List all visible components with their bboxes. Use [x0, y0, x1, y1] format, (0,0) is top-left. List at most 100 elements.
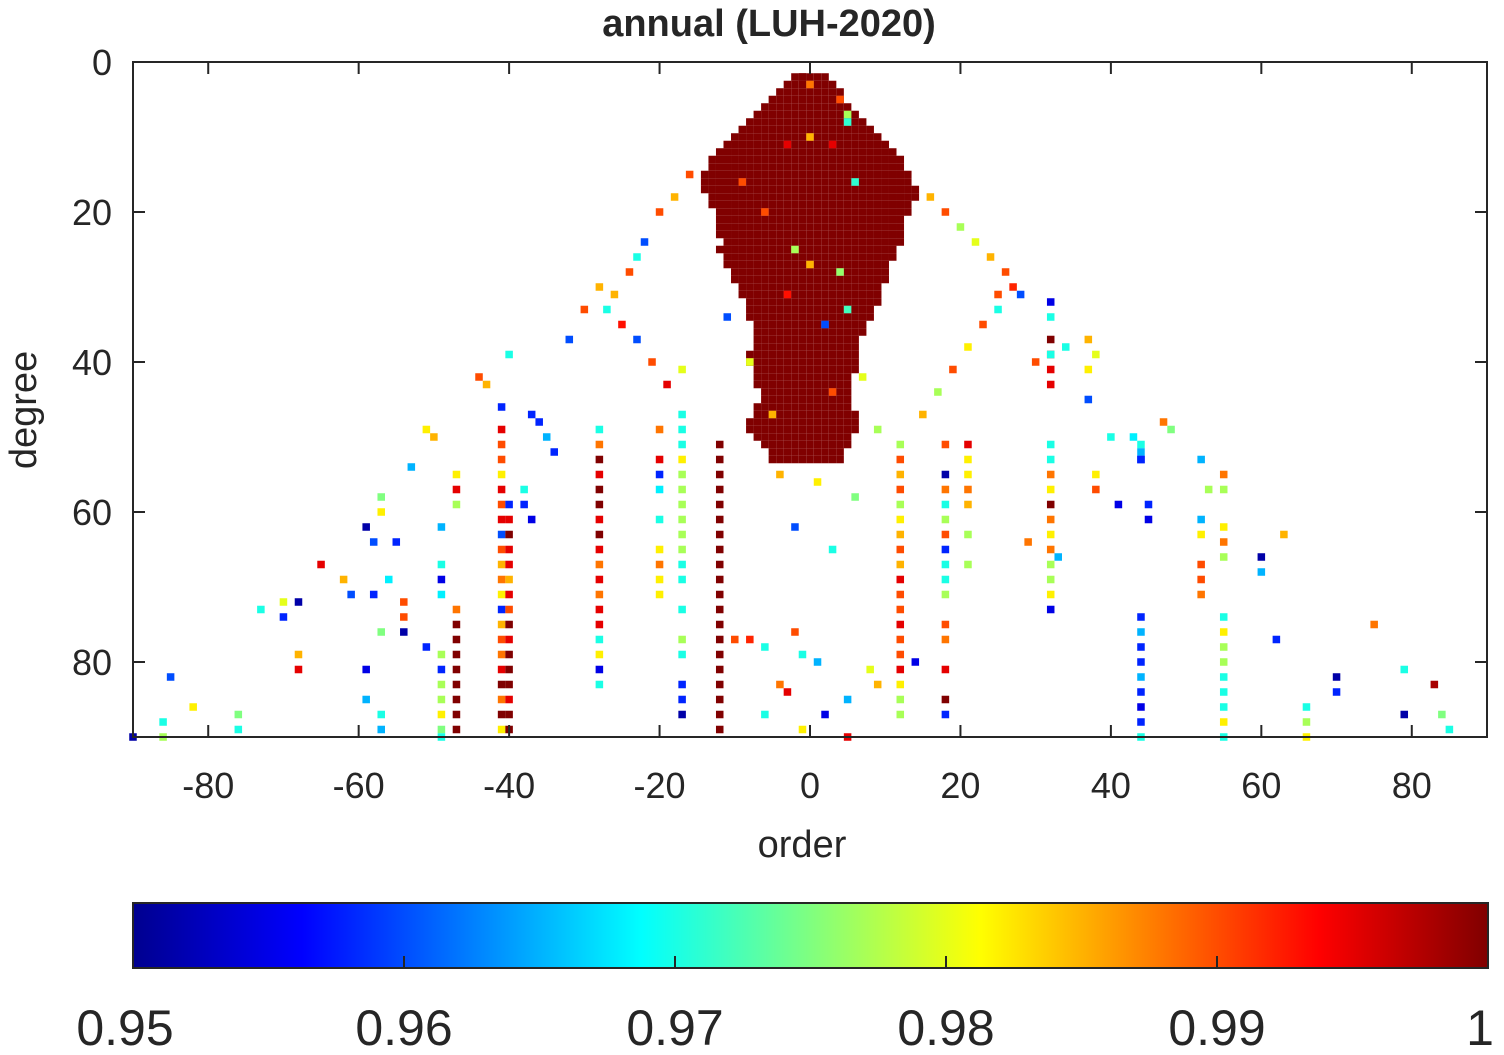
- heatmap-cell: [437, 560, 446, 569]
- heatmap-cell: [746, 193, 754, 201]
- heatmap-cell: [828, 185, 837, 194]
- heatmap-cell: [791, 313, 799, 321]
- heatmap-cell: [851, 170, 859, 179]
- heatmap-cell: [783, 103, 792, 111]
- heatmap-cell: [836, 178, 844, 186]
- heatmap-cell: [858, 238, 867, 246]
- heatmap-cell: [813, 448, 822, 456]
- heatmap-cell: [941, 208, 950, 216]
- heatmap-cell: [723, 245, 732, 254]
- heatmap-cell: [1046, 470, 1055, 479]
- heatmap-cell: [866, 125, 874, 134]
- heatmap-cell: [798, 178, 807, 186]
- heatmap-cell: [806, 80, 814, 89]
- heatmap-cell: [851, 358, 859, 366]
- heatmap-cell: [768, 275, 777, 284]
- heatmap-cell: [813, 478, 822, 486]
- heatmap-cell: [791, 268, 799, 276]
- heatmap-cell: [798, 403, 807, 411]
- heatmap-cell: [798, 388, 807, 396]
- heatmap-cell: [866, 148, 874, 156]
- heatmap-cell: [851, 193, 859, 201]
- heatmap-cell: [873, 155, 882, 164]
- heatmap-cell: [806, 328, 814, 336]
- heatmap-cell: [715, 590, 724, 599]
- x-tick-label: -40: [483, 765, 535, 806]
- heatmap-cell: [881, 140, 889, 149]
- heatmap-cell: [813, 133, 822, 141]
- heatmap-cell: [828, 448, 837, 456]
- heatmap-cell: [783, 275, 792, 284]
- heatmap-cell: [828, 260, 837, 269]
- x-tick-label: -20: [634, 765, 686, 806]
- heatmap-cell: [806, 343, 814, 351]
- heatmap-cell: [798, 193, 807, 201]
- heatmap-cell: [369, 590, 378, 599]
- heatmap-cell: [821, 95, 829, 104]
- heatmap-cell: [888, 223, 897, 231]
- heatmap-cell: [731, 253, 739, 261]
- heatmap-cell: [828, 395, 837, 404]
- heatmap-cell: [1009, 283, 1017, 291]
- heatmap-cell: [753, 208, 762, 216]
- heatmap-cell: [821, 215, 829, 224]
- heatmap-cell: [791, 328, 799, 336]
- heatmap-cell: [685, 170, 694, 179]
- heatmap-cell: [497, 725, 506, 734]
- heatmap-cell: [813, 238, 822, 246]
- heatmap-cell: [821, 388, 829, 396]
- heatmap-cell: [761, 253, 769, 261]
- heatmap-cell: [866, 133, 874, 141]
- heatmap-cell: [723, 260, 732, 269]
- heatmap-cell: [791, 455, 799, 464]
- heatmap-cell: [836, 350, 844, 359]
- heatmap-cell: [806, 253, 814, 261]
- heatmap-cell: [1204, 485, 1213, 494]
- heatmap-cell: [776, 403, 784, 411]
- heatmap-cell: [813, 170, 822, 179]
- heatmap-cell: [791, 283, 799, 291]
- heatmap-cell: [873, 133, 882, 141]
- heatmap-cell: [964, 455, 972, 464]
- heatmap-cell: [813, 380, 822, 389]
- heatmap-cell: [738, 238, 747, 246]
- heatmap-cell: [843, 350, 852, 359]
- heatmap-cell: [806, 395, 814, 404]
- heatmap-cell: [678, 650, 686, 659]
- heatmap-cell: [257, 605, 265, 614]
- heatmap-cell: [843, 260, 852, 269]
- heatmap-cell: [873, 290, 882, 299]
- heatmap-cell: [791, 178, 799, 186]
- heatmap-cell: [798, 140, 807, 149]
- heatmap-cell: [843, 305, 852, 314]
- heatmap-cell: [836, 253, 844, 261]
- heatmap-cell: [828, 403, 837, 411]
- heatmap-cell: [866, 275, 874, 284]
- heatmap-cell: [828, 343, 837, 351]
- heatmap-cell: [843, 178, 852, 186]
- heatmap-cell: [828, 358, 837, 366]
- heatmap-cell: [843, 245, 852, 254]
- heatmap-cell: [843, 290, 852, 299]
- heatmap-cell: [843, 283, 852, 291]
- heatmap-cell: [437, 680, 446, 689]
- heatmap-cell: [888, 215, 897, 224]
- heatmap-cell: [836, 103, 844, 111]
- heatmap-cell: [843, 298, 852, 306]
- heatmap-cell: [843, 148, 852, 156]
- heatmap-cell: [821, 253, 829, 261]
- heatmap-cell: [497, 455, 506, 464]
- heatmap-cell: [715, 148, 724, 156]
- heatmap-cell: [746, 125, 754, 134]
- heatmap-cell: [806, 178, 814, 186]
- heatmap-cell: [738, 163, 747, 171]
- heatmap-cell: [896, 440, 905, 449]
- heatmap-cell: [828, 418, 837, 426]
- heatmap-cell: [836, 200, 844, 209]
- heatmap-cell: [881, 163, 889, 171]
- heatmap-cell: [1046, 515, 1055, 524]
- heatmap-cell: [904, 208, 912, 216]
- heatmap-cell: [836, 140, 844, 149]
- heatmap-cell: [798, 163, 807, 171]
- heatmap-cell: [851, 163, 859, 171]
